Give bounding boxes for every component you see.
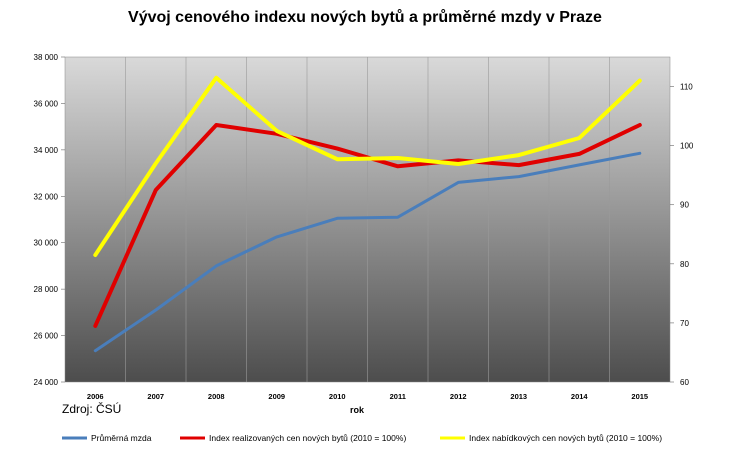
y-right-tick-label: 90: [680, 201, 689, 210]
legend-label: Index realizovaných cen nových bytů (201…: [209, 433, 406, 443]
x-axis-title: rok: [350, 405, 365, 415]
series-lines: [93, 75, 642, 353]
y-left-tick-label: 28 000: [34, 285, 59, 294]
legend: Průměrná mzda Index realizovaných cen nov…: [62, 433, 662, 443]
x-tick-label: 2015: [631, 392, 648, 401]
y-right-tick-label: 100: [680, 142, 694, 151]
x-tick-label: 2010: [329, 392, 346, 401]
x-tick-label: 2013: [510, 392, 527, 401]
y-right-tick-label: 60: [680, 378, 689, 387]
legend-label: Průměrná mzda: [91, 433, 152, 443]
legend-label: Index nabídkových cen nových bytů (2010 …: [469, 433, 662, 443]
y-left-tick-label: 32 000: [34, 192, 59, 201]
x-axis: 2006 2007 2008 2009 2010 2011 2012 2013 2014 2015: [87, 392, 648, 401]
x-tick-label: 2012: [450, 392, 467, 401]
source-label: Zdroj: ČSÚ: [62, 401, 121, 416]
y-right-tick-label: 80: [680, 260, 689, 269]
y-right-tick-label: 70: [680, 319, 689, 328]
y-left-tick-label: 38 000: [34, 53, 59, 62]
series-line-3: [93, 75, 642, 257]
x-tick-label: 2011: [390, 392, 406, 401]
y-left-tick-label: 24 000: [34, 378, 59, 387]
x-tick-label: 2008: [208, 392, 225, 401]
y-left-tick-label: 36 000: [34, 99, 59, 108]
chart-title: Vývoj cenového indexu nových bytů a prům…: [128, 9, 602, 26]
series-line-1: [93, 151, 642, 353]
y-left-tick-label: 26 000: [34, 332, 59, 341]
x-tick-label: 2009: [268, 392, 285, 401]
x-tick-label: 2014: [571, 392, 589, 401]
x-tick-label: 2007: [147, 392, 164, 401]
x-tick-label: 2006: [87, 392, 104, 401]
y-axis-right: 60 70 80 90 100 110: [670, 83, 694, 387]
y-right-tick-label: 110: [680, 83, 693, 92]
y-axis-left: 24 000 26 000 28 000 30 000 32 000 34 000 36 0…: [34, 53, 65, 387]
y-left-tick-label: 30 000: [34, 239, 59, 248]
y-left-tick-label: 34 000: [34, 146, 59, 155]
